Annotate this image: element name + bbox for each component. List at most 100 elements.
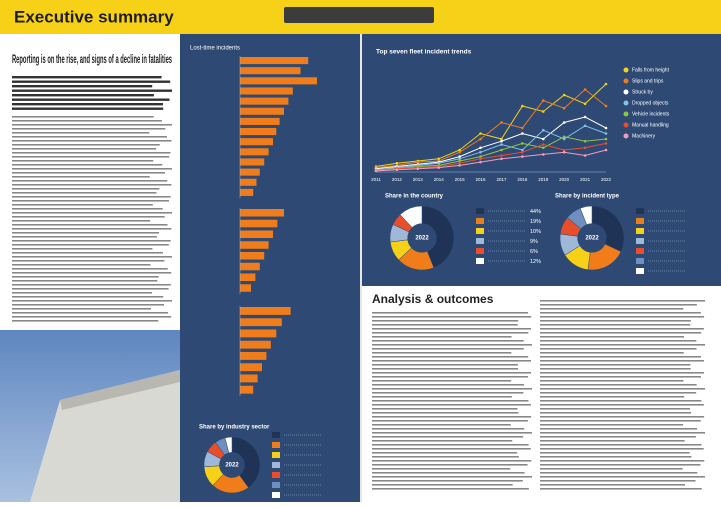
chart-title: Lost-time incidents — [190, 46, 240, 52]
legend-swatch — [624, 112, 629, 117]
text-line — [540, 452, 690, 454]
text-line — [372, 484, 513, 486]
point — [584, 125, 587, 128]
text-line — [372, 344, 532, 346]
text-line — [372, 388, 532, 390]
text-line — [12, 90, 172, 92]
text-line — [12, 85, 152, 87]
legend-value: 10% — [530, 229, 541, 235]
text-line — [372, 428, 524, 430]
text-line — [372, 352, 511, 354]
point — [542, 147, 545, 150]
text-line — [12, 228, 171, 230]
text-line — [540, 320, 691, 322]
text-line — [12, 220, 150, 222]
bar — [240, 128, 276, 135]
point — [563, 121, 566, 124]
legend-swatch — [476, 218, 484, 224]
point — [605, 149, 608, 152]
text-line — [12, 316, 171, 318]
text-line — [12, 144, 160, 146]
x-tick-label: 2022 — [601, 177, 612, 182]
text-line — [12, 108, 163, 110]
bar — [240, 77, 317, 84]
point — [521, 142, 524, 145]
text-line — [540, 336, 684, 338]
point — [584, 116, 587, 119]
point — [500, 158, 503, 161]
legend-swatch — [636, 228, 644, 234]
text-line — [12, 99, 170, 101]
text-line — [12, 156, 169, 158]
point — [584, 154, 587, 157]
point — [479, 132, 482, 135]
legend-swatch — [624, 68, 629, 73]
text-line — [540, 460, 704, 462]
point — [479, 161, 482, 164]
text-line — [372, 400, 528, 402]
text-line — [540, 300, 705, 302]
text-line — [12, 292, 152, 294]
bar — [240, 98, 288, 105]
bar — [240, 330, 276, 338]
text-line — [372, 372, 531, 374]
text-line — [372, 324, 518, 326]
text-line — [12, 240, 171, 242]
text-line — [12, 308, 151, 310]
text-line — [540, 316, 704, 318]
legend-swatch — [272, 432, 280, 438]
text-line — [372, 472, 525, 474]
text-line — [372, 440, 512, 442]
text-line — [12, 172, 165, 174]
text-line — [12, 103, 163, 105]
point — [500, 154, 503, 157]
point — [500, 143, 503, 146]
text-line — [540, 340, 696, 342]
text-line — [372, 316, 531, 318]
point — [437, 166, 440, 169]
text-line — [372, 456, 519, 458]
point — [521, 151, 524, 154]
bar — [240, 263, 260, 271]
point — [542, 138, 545, 141]
legend-swatch — [272, 462, 280, 468]
text-line — [372, 340, 524, 342]
text-line — [12, 224, 167, 226]
text-line — [540, 348, 697, 350]
text-line — [372, 380, 511, 382]
point — [584, 88, 587, 91]
text-line — [540, 392, 696, 394]
text-line — [540, 480, 695, 482]
x-tick-label: 2016 — [476, 177, 487, 182]
text-line — [372, 416, 531, 418]
point — [479, 138, 482, 141]
text-line — [12, 252, 163, 254]
point — [521, 127, 524, 130]
donut-center: 2022 — [225, 463, 239, 469]
bar — [240, 169, 260, 176]
legend-swatch — [624, 101, 629, 106]
viewer-toolbar[interactable] — [284, 7, 434, 23]
text-line — [540, 388, 705, 390]
section-heading: Analysis & outcomes — [372, 292, 494, 306]
bar — [240, 179, 257, 186]
text-line — [372, 320, 518, 322]
text-line — [372, 436, 523, 438]
bar — [240, 108, 284, 115]
text-line — [12, 276, 159, 278]
bar — [240, 318, 282, 326]
bar — [240, 118, 280, 125]
text-line — [540, 476, 705, 478]
text-line — [540, 420, 701, 422]
text-line — [12, 76, 162, 78]
text-line — [372, 364, 518, 366]
legend-label: Manual handling — [632, 122, 669, 128]
legend-label: Slips and trips — [632, 78, 664, 84]
text-line — [12, 160, 153, 162]
text-line — [540, 404, 704, 406]
text-line — [12, 236, 157, 238]
text-line — [12, 116, 154, 118]
donut-center: 2022 — [415, 236, 429, 242]
text-line — [12, 180, 167, 182]
text-line — [540, 324, 690, 326]
